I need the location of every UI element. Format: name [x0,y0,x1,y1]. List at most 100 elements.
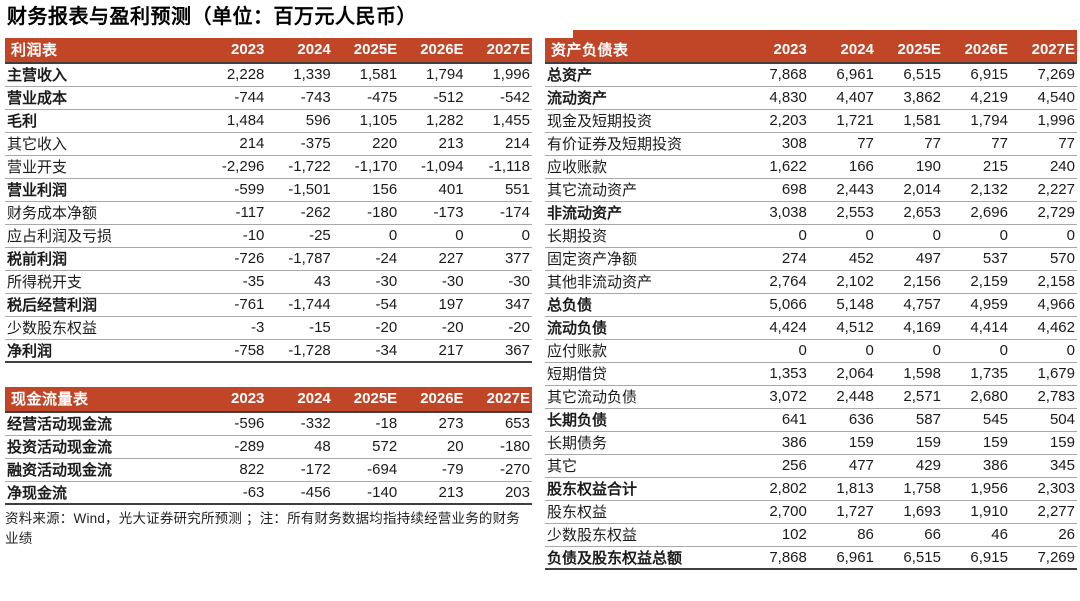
cell-value: 5,148 [808,293,876,317]
cell-value: 3,072 [741,385,809,409]
row-label: 投资活动现金流 [5,435,200,459]
cell-value: 4,407 [808,86,876,110]
cell-value: 5,066 [741,293,809,317]
cell-value: 159 [875,431,943,455]
cell-value: 273 [399,412,466,436]
cell-value: -1,501 [266,178,333,202]
cell-value: 220 [332,132,400,156]
column-header-year: 2026E [399,38,466,63]
cell-value: -375 [266,132,333,156]
cell-value: 1,758 [875,477,943,501]
table-row: 短期借贷 1,353 2,064 1,598 1,735 1,679 [545,362,1077,386]
cell-value: -24 [332,247,400,271]
cell-value: 0 [875,339,943,363]
cell-value: -34 [332,339,400,363]
cell-value: 1,693 [875,500,943,524]
table-row: 主营收入 2,228 1,339 1,581 1,794 1,996 [5,63,532,87]
cell-value: -20 [465,316,532,340]
table-row: 总负债 5,066 5,148 4,757 4,959 4,966 [545,293,1077,317]
cell-value: 386 [942,454,1010,478]
row-label: 少数股东权益 [545,523,742,547]
cell-value: 1,282 [399,109,466,133]
table-row: 净利润 -758 -1,728 -34 217 367 [5,339,532,363]
cell-value: 203 [465,481,532,505]
cell-value: 497 [875,247,943,271]
cell-value: -744 [200,86,267,110]
cell-value: 0 [942,224,1010,248]
cell-value: 0 [741,224,809,248]
cell-value: 4,219 [942,86,1010,110]
table-header-row: 利润表 2023 2024 2025E 2026E 2027E [5,38,532,63]
cell-value: 159 [942,431,1010,455]
cell-value: -30 [399,270,466,294]
row-label: 有价证券及短期投资 [545,132,742,156]
cell-value: 2,014 [875,178,943,202]
cell-value: 2,102 [808,270,876,294]
cell-value: 43 [266,270,333,294]
cell-value: -1,744 [266,293,333,317]
column-header-year: 2023 [741,38,809,63]
cell-value: 1,622 [741,155,809,179]
row-label: 经营活动现金流 [5,412,200,436]
cell-value: -25 [266,224,333,248]
cell-value: -761 [200,293,267,317]
cell-value: -1,094 [399,155,466,179]
cell-value: 77 [808,132,876,156]
row-label: 净现金流 [5,481,200,505]
left-column: 利润表 2023 2024 2025E 2026E 2027E 主营收入 2,228 1,339… [5,38,532,550]
cell-value: -3 [200,316,267,340]
cell-value: 197 [399,293,466,317]
table-row: 总资产 7,868 6,961 6,515 6,915 7,269 [545,63,1077,87]
row-label: 总负债 [545,293,742,317]
row-label: 其它流动资产 [545,178,742,202]
column-header-year: 2023 [200,38,267,63]
cell-value: 308 [741,132,809,156]
row-label: 现金及短期投资 [545,109,742,133]
row-label: 应付账款 [545,339,742,363]
two-column-layout: 利润表 2023 2024 2025E 2026E 2027E 主营收入 2,228 1,339… [5,30,1077,570]
cell-value: -542 [465,86,532,110]
cell-value: 452 [808,247,876,271]
table-row: 税前利润 -726 -1,787 -24 227 377 [5,247,532,271]
row-label: 非流动资产 [545,201,742,225]
table-row: 应付账款 0 0 0 0 0 [545,339,1077,363]
row-label: 营业成本 [5,86,200,110]
row-label: 所得税开支 [5,270,200,294]
table-row: 融资活动现金流 822 -172 -694 -79 -270 [5,458,532,482]
row-label: 流动资产 [545,86,742,110]
cell-value: 6,515 [875,63,943,87]
cell-value: 2,227 [1009,178,1077,202]
table-row: 长期负债 641 636 587 545 504 [545,408,1077,432]
cell-value: 587 [875,408,943,432]
row-label: 融资活动现金流 [5,458,200,482]
cell-value: 2,228 [200,63,267,87]
cell-value: 7,868 [741,63,809,87]
cell-value: 2,156 [875,270,943,294]
cell-value: 477 [808,454,876,478]
cell-value: -180 [332,201,400,225]
cell-value: 4,169 [875,316,943,340]
cell-value: 26 [1009,523,1077,547]
table-row: 其它收入 214 -375 220 213 214 [5,132,532,156]
table-row: 财务成本净额 -117 -262 -180 -173 -174 [5,201,532,225]
cell-value: 2,159 [942,270,1010,294]
cell-value: 570 [1009,247,1077,271]
cell-value: -174 [465,201,532,225]
cell-value: 386 [741,431,809,455]
cell-value: -20 [332,316,400,340]
row-label: 营业利润 [5,178,200,202]
table-header-row: 现金流量表 2023 2024 2025E 2026E 2027E [5,387,532,412]
cell-value: -180 [465,435,532,459]
cell-value: 6,961 [808,63,876,87]
cell-value: -289 [200,435,267,459]
table-row: 其它流动负债 3,072 2,448 2,571 2,680 2,783 [545,385,1077,409]
cell-value: 822 [200,458,267,482]
table-row: 其它 256 477 429 386 345 [545,454,1077,478]
cell-value: 1,455 [465,109,532,133]
column-header-year: 2024 [266,38,333,63]
cell-value: -1,728 [266,339,333,363]
table-row: 营业开支 -2,296 -1,722 -1,170 -1,094 -1,118 [5,155,532,179]
cell-value: 4,966 [1009,293,1077,317]
table-row: 营业成本 -744 -743 -475 -512 -542 [5,86,532,110]
cell-value: 1,735 [942,362,1010,386]
